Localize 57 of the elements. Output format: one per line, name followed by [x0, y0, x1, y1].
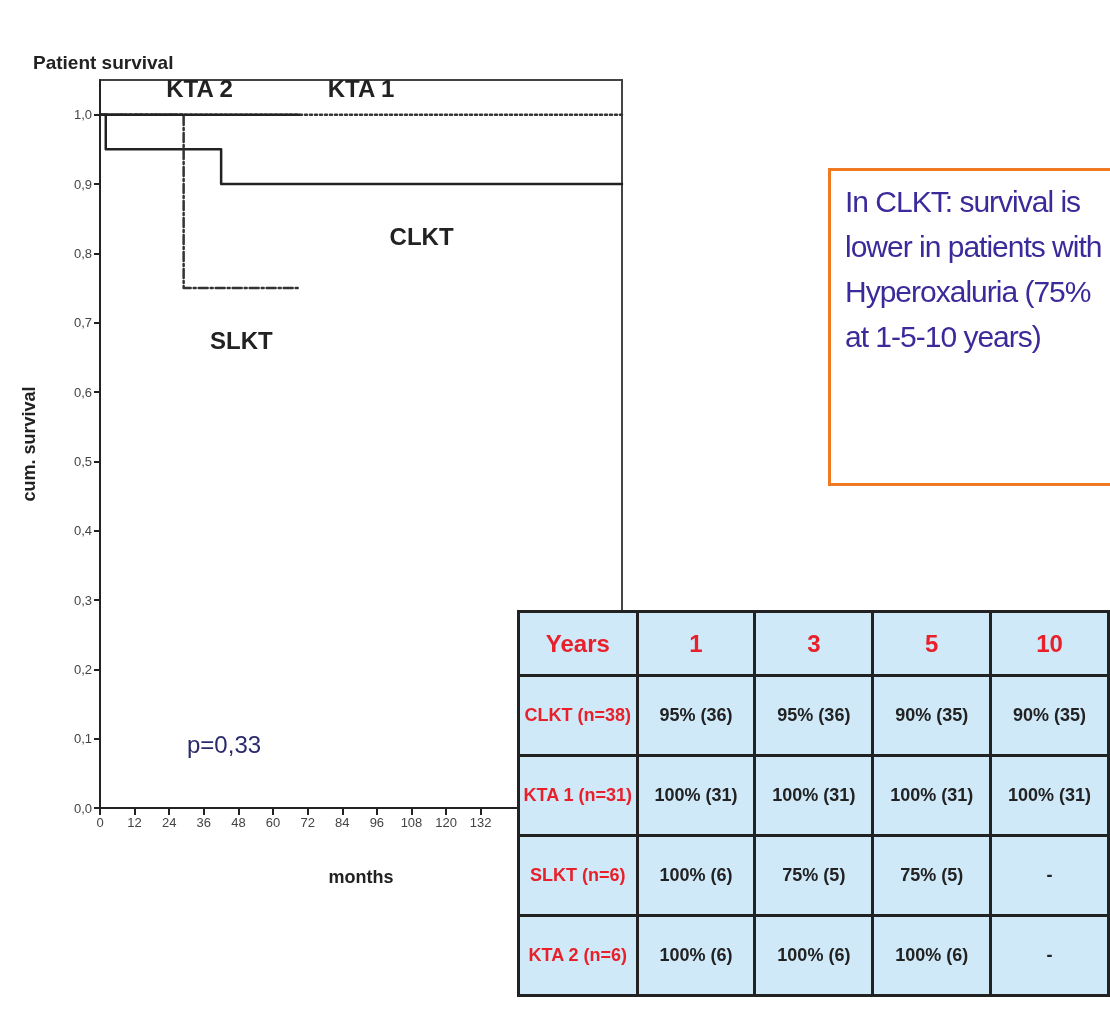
- series-label: SLKT: [209, 326, 273, 354]
- text: 100% (31): [654, 785, 738, 805]
- series-label: KTA 1: [327, 75, 395, 103]
- y-tick-label: 0,1: [73, 731, 92, 747]
- y-tick-label: 0,5: [73, 453, 92, 469]
- x-tick-label: 84: [335, 815, 350, 830]
- x-tick-label: 48: [231, 815, 246, 830]
- text: -: [1046, 865, 1053, 885]
- text: 100% (31): [1008, 785, 1092, 805]
- text: Years: [518, 611, 638, 676]
- text: 75% (5): [900, 865, 964, 885]
- annotation: p=0,33: [187, 730, 262, 758]
- category-label: 10: [990, 611, 1109, 676]
- text: 95% (36): [659, 705, 733, 725]
- x-tick-label: 132: [469, 815, 492, 830]
- y-tick-label: 1,0: [73, 107, 92, 123]
- x-axis-title: months: [328, 867, 394, 887]
- x-tick-label: 12: [127, 815, 142, 830]
- text: 90% (35): [895, 705, 969, 725]
- text: 75% (5): [782, 865, 846, 885]
- text: In CLKT: survival is lower in patients with Hyperoxaluria (75% at 1-5-10 years): [828, 168, 1110, 486]
- category-label: 1: [637, 611, 755, 676]
- category-label: 3: [754, 611, 873, 676]
- text: 100% (6): [895, 945, 969, 965]
- x-tick-label: 72: [300, 815, 315, 830]
- text: 100% (6): [777, 945, 851, 965]
- chart-title: Patient survival: [33, 52, 174, 73]
- y-tick-label: 0,2: [73, 661, 92, 677]
- text: 95% (36): [777, 705, 851, 725]
- y-tick-label: 0,3: [73, 592, 92, 608]
- x-tick-label: 24: [161, 815, 177, 830]
- category-label: KTA 2 (n=6): [528, 945, 628, 965]
- y-tick-label: 0,8: [73, 245, 92, 261]
- text: -: [1046, 945, 1053, 965]
- x-tick-label: 108: [400, 815, 423, 830]
- y-tick-label: 0,7: [73, 315, 92, 331]
- category-label: 5: [872, 611, 991, 676]
- y-axis-title: cum. survival: [19, 386, 39, 502]
- x-tick-label: 96: [369, 815, 385, 830]
- text: 100% (6): [659, 945, 733, 965]
- series-label: CLKT: [389, 222, 454, 250]
- series-label: KTA 2: [166, 75, 233, 103]
- y-tick-label: 0,6: [73, 384, 92, 400]
- category-label: SLKT (n=6): [530, 865, 626, 885]
- x-tick-label: 36: [196, 815, 212, 830]
- category-label: CLKT (n=38): [524, 705, 632, 725]
- x-tick-label: 120: [435, 815, 457, 830]
- category-label: KTA 1 (n=31): [523, 785, 633, 805]
- text: 100% (31): [890, 785, 974, 805]
- text: 100% (6): [659, 865, 733, 885]
- y-tick-label: 0,0: [73, 800, 92, 816]
- text: 90% (35): [1013, 705, 1087, 725]
- text: 100% (31): [772, 785, 856, 805]
- x-tick-label: 0: [96, 815, 104, 830]
- y-tick-label: 0,4: [73, 523, 92, 539]
- y-tick-label: 0,9: [73, 176, 92, 192]
- x-tick-label: 60: [265, 815, 281, 830]
